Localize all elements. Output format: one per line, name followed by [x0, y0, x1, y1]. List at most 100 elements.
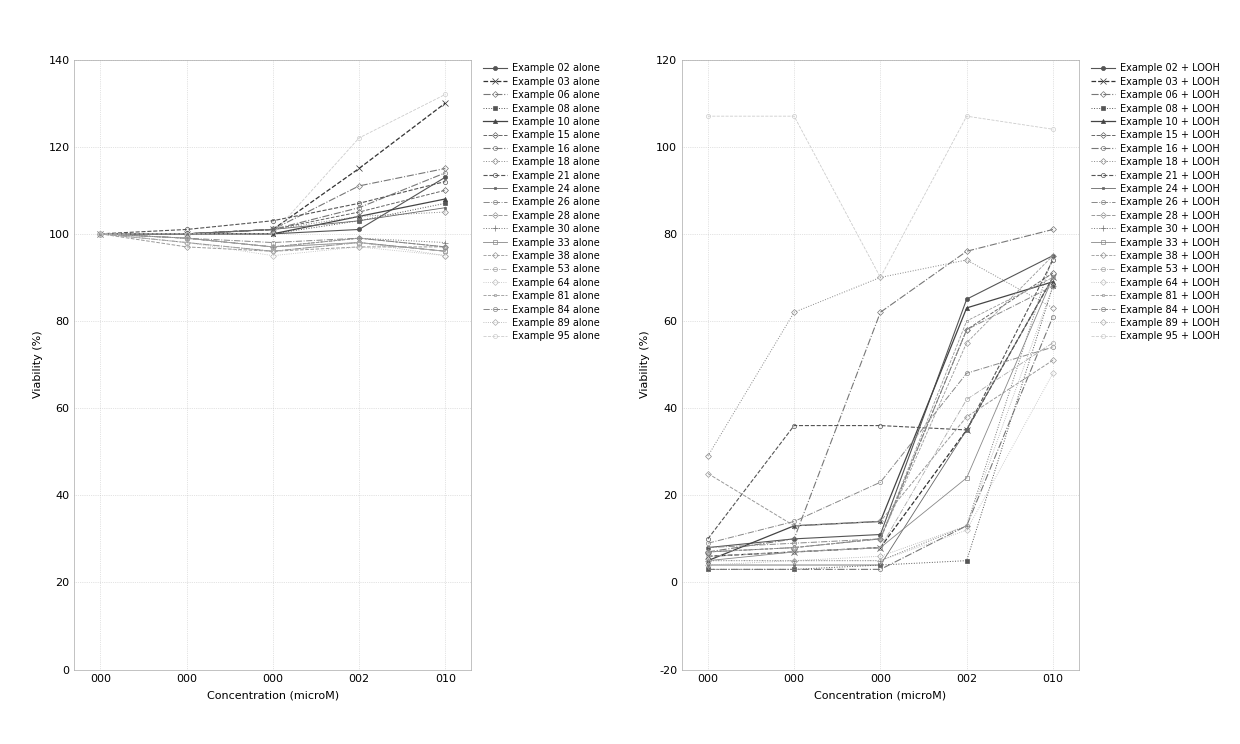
Example 24 alone: [93, 229, 108, 238]
Example 28 + LOOH: [701, 469, 715, 478]
Example 30 + LOOH: [873, 557, 888, 565]
Legend: Example 02 alone, Example 03 alone, Example 06 alone, Example 08 alone, Example : Example 02 alone, Example 03 alone, Exam…: [479, 60, 604, 345]
Example 28 alone: [438, 243, 453, 251]
Example 64 alone: [179, 238, 193, 247]
Example 26 + LOOH: [873, 478, 888, 487]
Example 18 + LOOH: [960, 255, 975, 264]
Example 95 alone: [93, 229, 108, 238]
Example 15 + LOOH: [873, 534, 888, 543]
Example 21 alone: [179, 225, 193, 234]
Line: Example 30 + LOOH: Example 30 + LOOH: [706, 253, 1055, 563]
Line: Example 16 + LOOH: Example 16 + LOOH: [706, 315, 1055, 571]
Example 81 + LOOH: [1045, 273, 1060, 282]
Line: Example 64 alone: Example 64 alone: [98, 231, 448, 257]
Example 03 + LOOH: [786, 548, 801, 557]
Example 81 + LOOH: [960, 316, 975, 325]
Example 06 alone: [265, 225, 280, 234]
Example 26 + LOOH: [701, 539, 715, 548]
Example 24 + LOOH: [1045, 273, 1060, 282]
Example 89 alone: [93, 229, 108, 238]
Example 18 alone: [438, 208, 453, 217]
Example 21 + LOOH: [1045, 255, 1060, 264]
Example 64 + LOOH: [786, 557, 801, 565]
Example 21 + LOOH: [786, 421, 801, 430]
Example 26 alone: [352, 238, 367, 247]
Example 24 alone: [265, 225, 280, 234]
Example 64 + LOOH: [873, 557, 888, 565]
Example 53 + LOOH: [701, 552, 715, 561]
Example 21 + LOOH: [960, 426, 975, 434]
Example 03 alone: [352, 164, 367, 173]
Example 03 alone: [179, 229, 193, 238]
Example 53 + LOOH: [960, 395, 975, 404]
Example 28 + LOOH: [960, 412, 975, 421]
Example 08 alone: [93, 229, 108, 238]
Example 02 alone: [179, 229, 193, 238]
Example 64 alone: [352, 243, 367, 251]
Example 08 + LOOH: [1045, 282, 1060, 291]
Example 38 + LOOH: [960, 339, 975, 347]
Line: Example 33 + LOOH: Example 33 + LOOH: [706, 275, 1055, 562]
Line: Example 89 alone: Example 89 alone: [98, 231, 448, 257]
Example 89 + LOOH: [873, 552, 888, 561]
Example 24 alone: [352, 217, 367, 225]
Example 33 + LOOH: [701, 557, 715, 565]
Example 53 alone: [93, 229, 108, 238]
Example 84 + LOOH: [786, 539, 801, 548]
Example 81 + LOOH: [873, 534, 888, 543]
Example 28 alone: [265, 247, 280, 256]
Legend: Example 02 + LOOH, Example 03 + LOOH, Example 06 + LOOH, Example 08 + LOOH, Exam: Example 02 + LOOH, Example 03 + LOOH, Ex…: [1086, 60, 1224, 345]
Example 53 alone: [179, 238, 193, 247]
Example 06 + LOOH: [701, 548, 715, 557]
Example 30 + LOOH: [960, 522, 975, 530]
Example 30 + LOOH: [1045, 251, 1060, 260]
Example 89 + LOOH: [701, 560, 715, 569]
Example 02 alone: [93, 229, 108, 238]
Example 95 + LOOH: [1045, 125, 1060, 134]
Example 53 alone: [438, 247, 453, 256]
Example 16 alone: [352, 203, 367, 212]
Example 16 + LOOH: [960, 522, 975, 530]
Line: Example 89 + LOOH: Example 89 + LOOH: [706, 284, 1055, 567]
Example 10 + LOOH: [960, 304, 975, 312]
Example 84 alone: [265, 238, 280, 247]
Example 95 alone: [179, 229, 193, 238]
Example 81 alone: [93, 229, 108, 238]
Line: Example 06 + LOOH: Example 06 + LOOH: [706, 228, 1055, 554]
Example 81 + LOOH: [701, 548, 715, 557]
Line: Example 15 + LOOH: Example 15 + LOOH: [706, 271, 1055, 554]
Example 24 + LOOH: [701, 560, 715, 569]
Example 10 alone: [438, 194, 453, 203]
Example 64 alone: [438, 251, 453, 260]
Example 02 alone: [438, 173, 453, 182]
Example 84 alone: [93, 229, 108, 238]
Line: Example 64 + LOOH: Example 64 + LOOH: [706, 371, 1055, 562]
Line: Example 81 + LOOH: Example 81 + LOOH: [707, 276, 1054, 554]
Example 18 + LOOH: [873, 273, 888, 282]
Line: Example 81 alone: Example 81 alone: [99, 232, 446, 248]
Example 95 + LOOH: [701, 112, 715, 121]
Example 16 alone: [438, 168, 453, 177]
Example 95 alone: [265, 229, 280, 238]
Example 15 alone: [93, 229, 108, 238]
Example 33 alone: [265, 243, 280, 251]
Line: Example 18 + LOOH: Example 18 + LOOH: [706, 258, 1055, 458]
Line: Example 15 alone: Example 15 alone: [98, 188, 448, 236]
Example 30 alone: [438, 238, 453, 247]
Example 81 alone: [352, 234, 367, 243]
Example 81 alone: [438, 243, 453, 251]
Example 64 + LOOH: [960, 526, 975, 535]
Example 08 + LOOH: [701, 565, 715, 574]
Example 10 alone: [352, 212, 367, 221]
Example 28 + LOOH: [1045, 356, 1060, 365]
Example 24 + LOOH: [786, 560, 801, 569]
Example 02 + LOOH: [873, 530, 888, 539]
Line: Example 08 alone: Example 08 alone: [98, 201, 448, 236]
Example 15 alone: [265, 225, 280, 234]
Example 15 alone: [179, 229, 193, 238]
Example 16 + LOOH: [873, 565, 888, 574]
Example 10 + LOOH: [786, 522, 801, 530]
Example 33 + LOOH: [786, 548, 801, 557]
Example 89 alone: [265, 243, 280, 251]
Example 84 + LOOH: [1045, 282, 1060, 291]
